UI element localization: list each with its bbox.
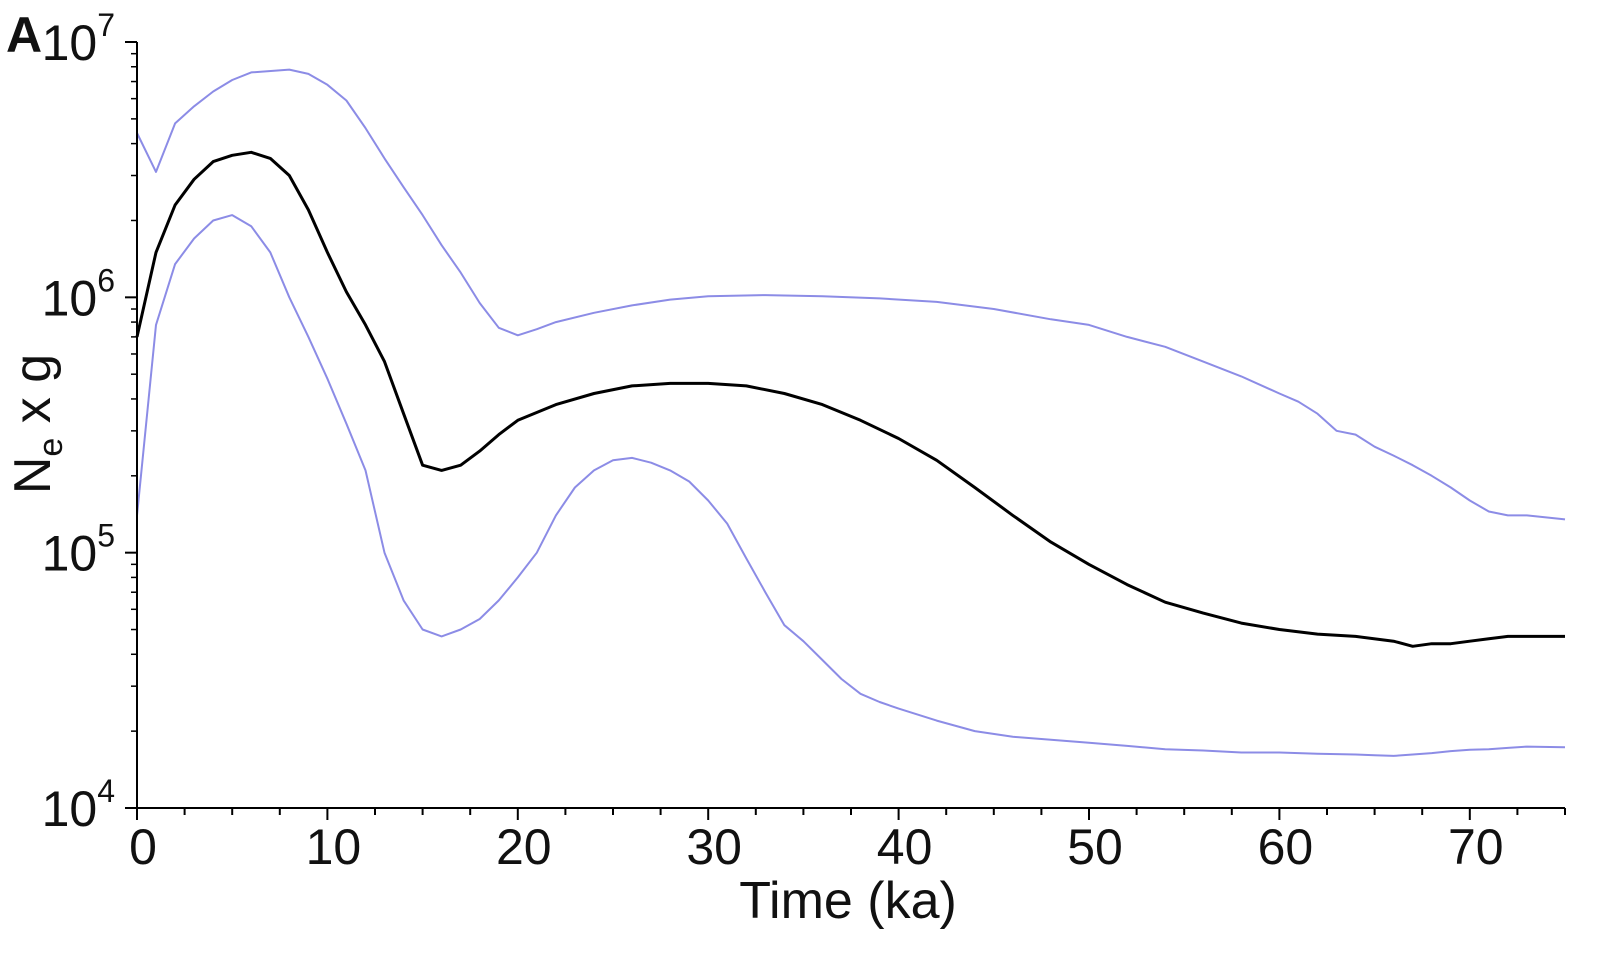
axes-layer: 0 10 20 30 40 50 60 70 104 105 106 107 <box>42 7 1566 875</box>
y-tick-label: 104 <box>42 773 115 837</box>
y-axis-title-base: N <box>4 457 62 495</box>
y-axis-title-rest: x g <box>4 354 62 438</box>
series-line-upper-bound <box>136 68 1566 521</box>
panel-label: A <box>6 7 42 63</box>
x-tick-label: 70 <box>1448 819 1504 875</box>
series-line-median <box>135 150 1565 648</box>
x-tick-label: 50 <box>1067 819 1123 875</box>
x-tick-label: 20 <box>496 819 552 875</box>
x-tick-label: 10 <box>306 819 362 875</box>
series-layer <box>135 68 1566 757</box>
y-tick-label: 105 <box>42 518 115 582</box>
x-tick-label: 0 <box>129 819 157 875</box>
y-axis-title-subscript: e <box>32 438 70 457</box>
y-tick-label: 106 <box>42 262 115 326</box>
x-axis-title: Time (ka) <box>739 872 957 930</box>
y-tick-label: 107 <box>42 7 115 71</box>
x-tick-label: 40 <box>877 819 933 875</box>
series-line-lower-bound <box>136 214 1566 757</box>
x-tick-label: 60 <box>1258 819 1314 875</box>
y-axis-title: Ne x g <box>4 354 70 494</box>
x-tick-label: 30 <box>686 819 742 875</box>
